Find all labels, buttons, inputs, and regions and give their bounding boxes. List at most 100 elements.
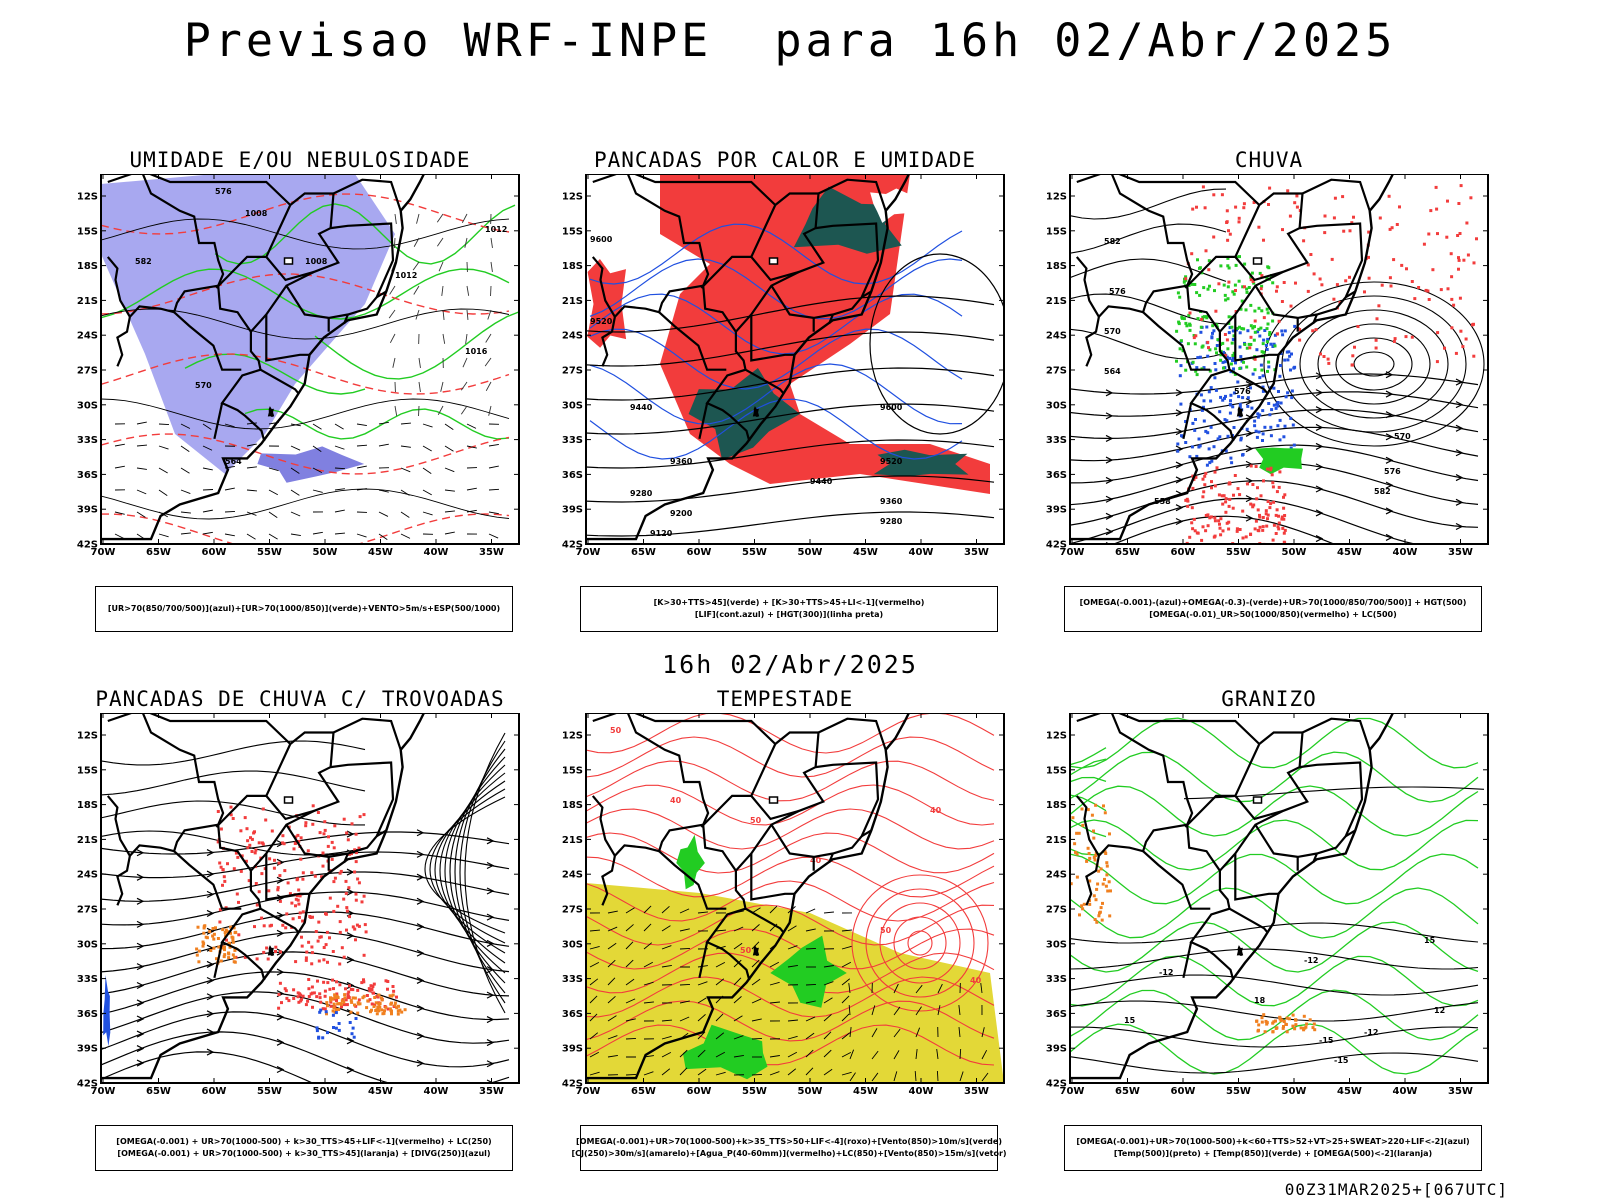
humidity-low-contour xyxy=(101,268,510,320)
country-border xyxy=(1254,761,1364,859)
map-granizo[interactable]: -12-12-15-12-151518121512S15S18S21S24S27… xyxy=(1034,713,1504,1113)
precip-dot xyxy=(370,1008,373,1012)
map-chuva[interactable]: 58257657056455857657057658212S15S18S21S2… xyxy=(1034,174,1504,574)
lat-label: 30S xyxy=(562,939,583,950)
lon-label: 45W xyxy=(853,547,878,558)
wind-vector xyxy=(356,423,367,427)
precip-dot xyxy=(284,989,288,993)
map-frame xyxy=(1069,174,1489,545)
precip-dot xyxy=(1222,350,1225,354)
precip-dot xyxy=(326,1031,329,1035)
precip-dot xyxy=(1272,386,1276,390)
hgt-contour xyxy=(1353,351,1395,377)
streamline-arrow xyxy=(136,897,145,905)
precip-dot xyxy=(223,879,227,883)
precip-dot xyxy=(304,958,308,962)
precip-dot xyxy=(321,1007,325,1011)
precip-dot xyxy=(319,1008,323,1012)
precip-dot xyxy=(343,993,347,997)
precip-dot xyxy=(392,989,396,993)
humidity-low-contour xyxy=(214,203,516,265)
map-frame xyxy=(100,713,520,1084)
precip-dot xyxy=(1377,304,1381,308)
lon-label: 55W xyxy=(1226,547,1251,558)
precip-dot xyxy=(1222,494,1226,498)
wind-vector xyxy=(438,261,444,272)
precip-dot xyxy=(1228,481,1232,485)
precip-dot xyxy=(334,1011,338,1015)
precip-dot xyxy=(292,988,296,992)
lat-label: 42S xyxy=(562,540,583,551)
map-tempestade[interactable]: 504050405040405012S15S18S21S24S27S30S33S… xyxy=(550,713,1020,1113)
wind-vector xyxy=(715,1032,725,1040)
precip-dot xyxy=(347,886,351,890)
wind-vector xyxy=(841,1071,852,1076)
precip-dot xyxy=(1265,307,1269,311)
precip-dot xyxy=(1081,823,1085,827)
precip-dot xyxy=(335,980,338,984)
precip-dot xyxy=(323,820,327,824)
precip-dot xyxy=(1231,354,1235,357)
temp-850-contour xyxy=(1070,794,1107,812)
precip-dot xyxy=(1074,850,1077,854)
precip-dot xyxy=(212,937,216,941)
map-pancadas-calor[interactable]: 9600952094409360928092009120904096009520… xyxy=(550,174,1020,574)
precip-dot xyxy=(329,1000,333,1004)
precip-dot xyxy=(1471,323,1474,327)
streamline-arrow xyxy=(206,927,215,935)
precip-dot xyxy=(1201,315,1205,319)
precip-dot xyxy=(300,944,304,948)
precip-dot xyxy=(342,817,346,821)
precip-dot xyxy=(1356,325,1360,328)
precip-dot xyxy=(298,911,302,915)
streamline xyxy=(101,1031,510,1083)
precip-dot xyxy=(286,881,290,885)
precip-dot xyxy=(345,1003,349,1007)
precip-dot xyxy=(219,827,223,831)
precip-dot xyxy=(351,996,355,1000)
precip-dot xyxy=(317,959,321,963)
legend-line: [OMEGA(-0.001)+UR>70(1000-500)+k<60+TTS>… xyxy=(1076,1137,1470,1146)
contour-label: 40 xyxy=(930,806,942,815)
precip-dot xyxy=(356,988,360,992)
precip-dot xyxy=(246,839,250,843)
wind-vector xyxy=(715,1013,724,1022)
wind-vector xyxy=(490,261,493,272)
precip-dot xyxy=(1179,364,1183,368)
streamline-arrow xyxy=(1385,456,1394,464)
country-border xyxy=(744,368,784,394)
precip-dot xyxy=(1266,513,1270,517)
precip-dot xyxy=(1251,505,1255,509)
country-border xyxy=(259,907,299,933)
wind-vector xyxy=(389,285,396,295)
wind-vector xyxy=(805,928,816,932)
precip-dot xyxy=(1097,869,1101,873)
precip-dot xyxy=(1261,389,1265,393)
country-border xyxy=(1076,713,1235,981)
precip-dot xyxy=(1246,396,1250,400)
streamline-arrow xyxy=(136,1045,145,1053)
lat-label: 36S xyxy=(77,470,98,481)
precip-dot xyxy=(1255,435,1259,439)
precip-dot xyxy=(1290,389,1294,393)
precip-dot xyxy=(244,859,248,863)
precip-dot xyxy=(1284,395,1288,399)
precip-dot xyxy=(1080,904,1084,908)
map-umidade[interactable]: 1008100810121016101257057658256412S15S18… xyxy=(65,174,535,574)
precip-dot xyxy=(281,841,285,845)
streamline-arrow xyxy=(1245,398,1254,406)
precip-dot xyxy=(1188,535,1192,539)
streamline xyxy=(101,1051,314,1083)
precip-dot xyxy=(363,923,367,927)
wind-vector xyxy=(914,1070,917,1082)
precip-dot xyxy=(1283,541,1287,544)
precip-dot xyxy=(1260,350,1264,354)
precip-dot xyxy=(1212,193,1216,197)
streamline-arrow xyxy=(486,939,495,947)
precip-dot xyxy=(1086,808,1090,812)
precip-dot xyxy=(1243,343,1247,346)
streamline-arrow xyxy=(1105,412,1114,420)
streamline-arrow xyxy=(486,991,495,999)
country-border xyxy=(1142,850,1211,910)
